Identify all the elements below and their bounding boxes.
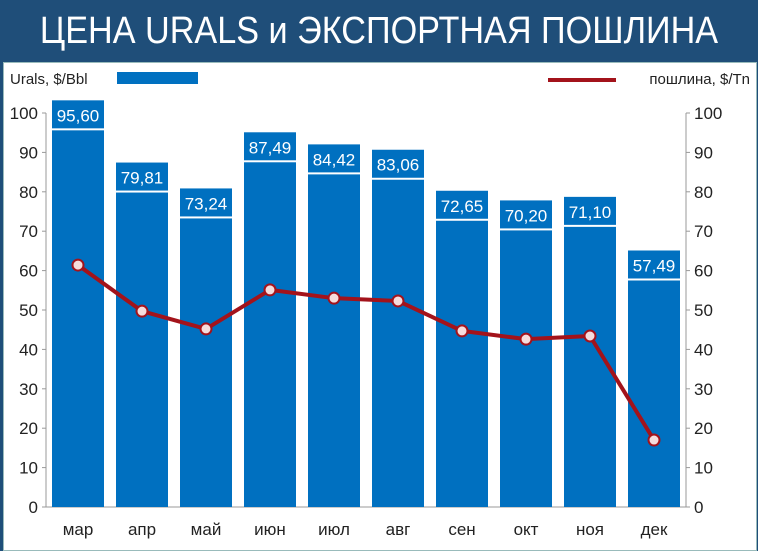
bar-data-label: 79,81 <box>121 169 164 188</box>
x-tick-label: дек <box>641 520 668 539</box>
chart-title: ЦЕНА URALS и ЭКСПОРТНАЯ ПОШЛИНА <box>39 10 719 52</box>
duty-point <box>135 304 149 318</box>
right-tick-label: 0 <box>694 498 703 517</box>
bar-data-label: 83,06 <box>377 156 420 175</box>
bar-label-box <box>308 144 360 173</box>
bar-data-label: 70,20 <box>505 206 548 225</box>
duty-point <box>647 433 661 447</box>
left-tick-label: 20 <box>19 419 38 438</box>
bar-data-label: 71,10 <box>569 203 612 222</box>
duty-line <box>76 263 656 442</box>
left-tick-label: 80 <box>19 183 38 202</box>
legend-swatch-urals <box>117 72 198 84</box>
bar <box>500 230 552 508</box>
x-tick-label: авг <box>386 520 411 539</box>
bar-label-box <box>244 132 296 161</box>
bar-data-label: 57,49 <box>633 256 676 275</box>
duty-point <box>199 322 213 336</box>
right-tick-label: 100 <box>694 104 722 123</box>
x-tick-label: май <box>191 520 222 539</box>
right-tick-label: 50 <box>694 301 713 320</box>
right-tick-label: 10 <box>694 459 713 478</box>
bar-label-box <box>372 149 424 178</box>
bar <box>116 192 168 508</box>
bar-data-label: 87,49 <box>249 138 292 157</box>
duty-point <box>71 258 85 272</box>
legend-label-duty: пошлина, $/Tn <box>649 71 750 88</box>
bar-data-label: 72,65 <box>441 197 484 216</box>
bar-label-box <box>116 162 168 191</box>
bar <box>180 218 232 508</box>
x-tick-label: сен <box>448 520 475 539</box>
duty-point <box>263 283 277 297</box>
right-tick-label: 40 <box>694 340 713 359</box>
left-tick-label: 90 <box>19 143 38 162</box>
bar-label-box <box>180 188 232 217</box>
left-tick-label: 10 <box>19 459 38 478</box>
duty-point <box>583 329 597 343</box>
bar-data-label: 73,24 <box>185 194 228 213</box>
left-tick-label: 50 <box>19 301 38 320</box>
right-tick-label: 90 <box>694 143 713 162</box>
bar <box>244 162 296 507</box>
left-tick-label: 40 <box>19 340 38 359</box>
bar <box>308 174 360 507</box>
bar-label-box <box>436 190 488 219</box>
right-tick-label: 70 <box>694 222 713 241</box>
left-tick-label: 0 <box>29 498 38 517</box>
x-tick-label: ноя <box>576 520 604 539</box>
x-tick-label: мар <box>63 520 94 539</box>
duty-point <box>519 332 533 346</box>
bar-label-box <box>564 196 616 225</box>
bar-data-label: 95,60 <box>57 106 100 125</box>
bar-label-box <box>52 100 104 129</box>
left-tick-label: 100 <box>10 104 38 123</box>
bar <box>628 280 680 507</box>
right-tick-label: 30 <box>694 380 713 399</box>
bar <box>372 179 424 508</box>
left-tick-label: 60 <box>19 262 38 281</box>
bar-data-label: 84,42 <box>313 150 356 169</box>
bar <box>52 130 104 507</box>
bar-label-box <box>628 250 680 279</box>
bar <box>436 220 488 507</box>
left-tick-label: 30 <box>19 380 38 399</box>
duty-point <box>391 294 405 308</box>
legend-label-urals: Urals, $/Bbl <box>10 71 88 88</box>
bar-label-box <box>500 200 552 229</box>
x-tick-label: июн <box>254 520 286 539</box>
right-tick-label: 20 <box>694 419 713 438</box>
left-tick-label: 70 <box>19 222 38 241</box>
x-tick-label: апр <box>128 520 156 539</box>
right-tick-label: 60 <box>694 262 713 281</box>
x-tick-label: июл <box>318 520 350 539</box>
x-tick-label: окт <box>514 520 539 539</box>
right-tick-label: 80 <box>694 183 713 202</box>
duty-point <box>455 324 469 338</box>
duty-point <box>327 291 341 305</box>
